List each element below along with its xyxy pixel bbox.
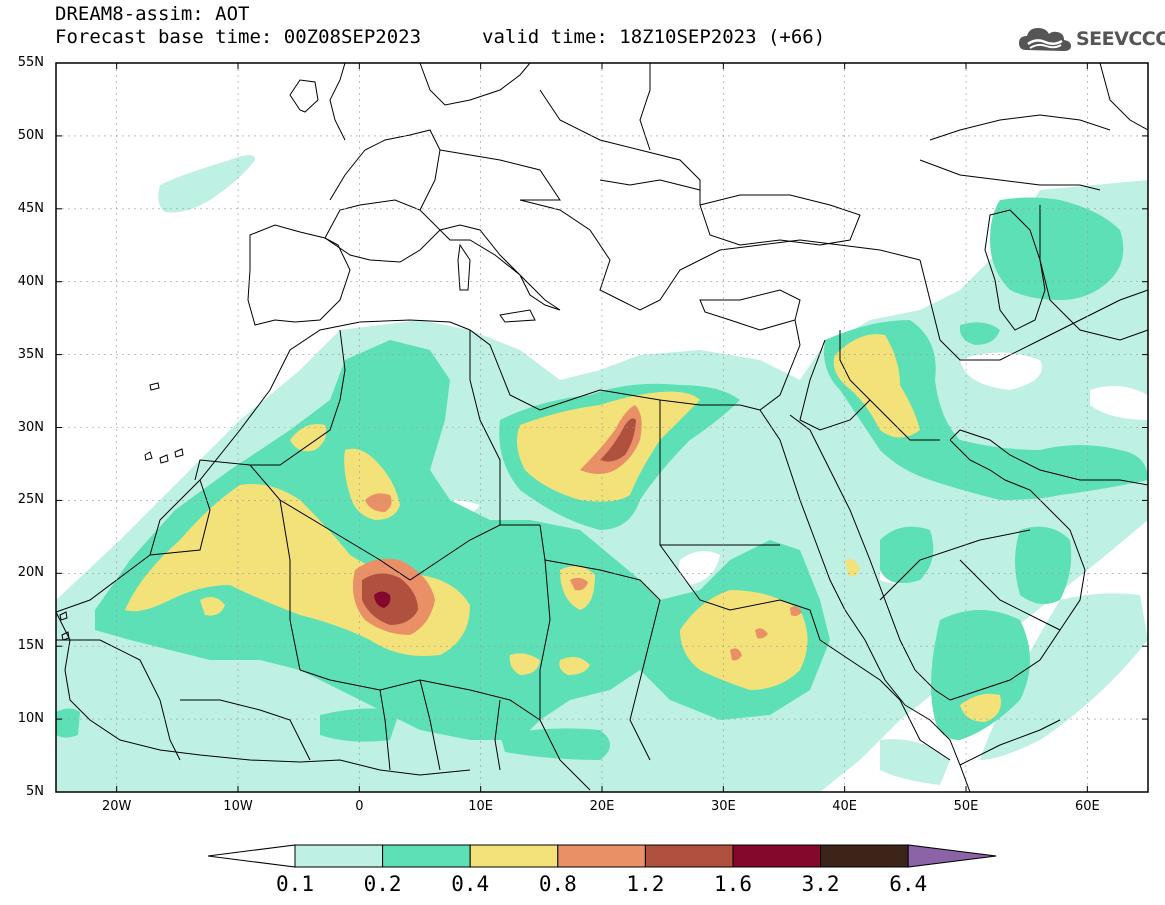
aot-colorbar <box>207 844 997 868</box>
colorbar-level-label: 0.4 <box>451 872 490 896</box>
colorbar-box <box>382 844 471 868</box>
colorbar-box <box>557 844 646 868</box>
colorbar-level-label: 1.6 <box>714 872 752 896</box>
lon-label: 10E <box>468 799 494 814</box>
colorbar-box <box>644 844 734 868</box>
lon-label: 0 <box>355 799 364 814</box>
lat-label: 10N <box>17 711 44 727</box>
lat-label: 40N <box>17 273 44 289</box>
lon-label: 60E <box>1074 799 1100 814</box>
colorbar-high-arrow <box>907 844 997 868</box>
graticule <box>56 63 1148 792</box>
colorbar-box <box>732 844 822 868</box>
lon-label: 10W <box>223 799 253 814</box>
lat-label: 45N <box>17 200 44 216</box>
lon-label: 20W <box>101 799 132 814</box>
colorbar-level-label: 0.1 <box>276 872 314 896</box>
lat-label: 35N <box>17 346 44 362</box>
valid-time: valid time: 18Z10SEP2023 (+66) <box>482 26 826 48</box>
colorbar-level-label: 6.4 <box>889 872 928 896</box>
lat-label: 50N <box>17 127 44 143</box>
colorbar-low-arrow <box>207 844 296 868</box>
map-title: DREAM8-assim: AOT <box>55 3 250 25</box>
aot-level-1.6 <box>374 591 391 608</box>
lat-label: 20N <box>17 565 44 581</box>
lat-label: 25N <box>17 492 44 508</box>
atlantic-islands <box>59 382 184 641</box>
lat-label: 30N <box>17 419 44 435</box>
logo-text: SEEVCCC <box>1076 28 1165 50</box>
coastlines-borders <box>56 63 1148 792</box>
forecast-base-time: Forecast base time: 00Z08SEP2023 <box>55 26 422 48</box>
lon-label: 30E <box>710 799 736 814</box>
lon-label: 50E <box>953 799 979 814</box>
lon-label: 20E <box>589 799 615 814</box>
seevccc-logo: SEEVCCC <box>1018 22 1165 56</box>
colorbar-level-label: 3.2 <box>801 872 840 896</box>
lat-label: 5N <box>26 784 44 799</box>
lat-label: 15N <box>17 638 44 654</box>
cloud-icon <box>1019 28 1071 51</box>
colorbar-level-label: 1.2 <box>626 872 665 896</box>
colorbar-box <box>294 844 384 868</box>
lon-label: 40E <box>832 799 858 814</box>
colorbar-level-label: 0.2 <box>363 872 402 896</box>
colorbar-box <box>820 844 909 868</box>
axis-ticks <box>56 62 1148 793</box>
lat-label: 55N <box>17 55 44 70</box>
colorbar-level-label: 0.8 <box>538 872 577 896</box>
colorbar-box <box>469 844 559 868</box>
